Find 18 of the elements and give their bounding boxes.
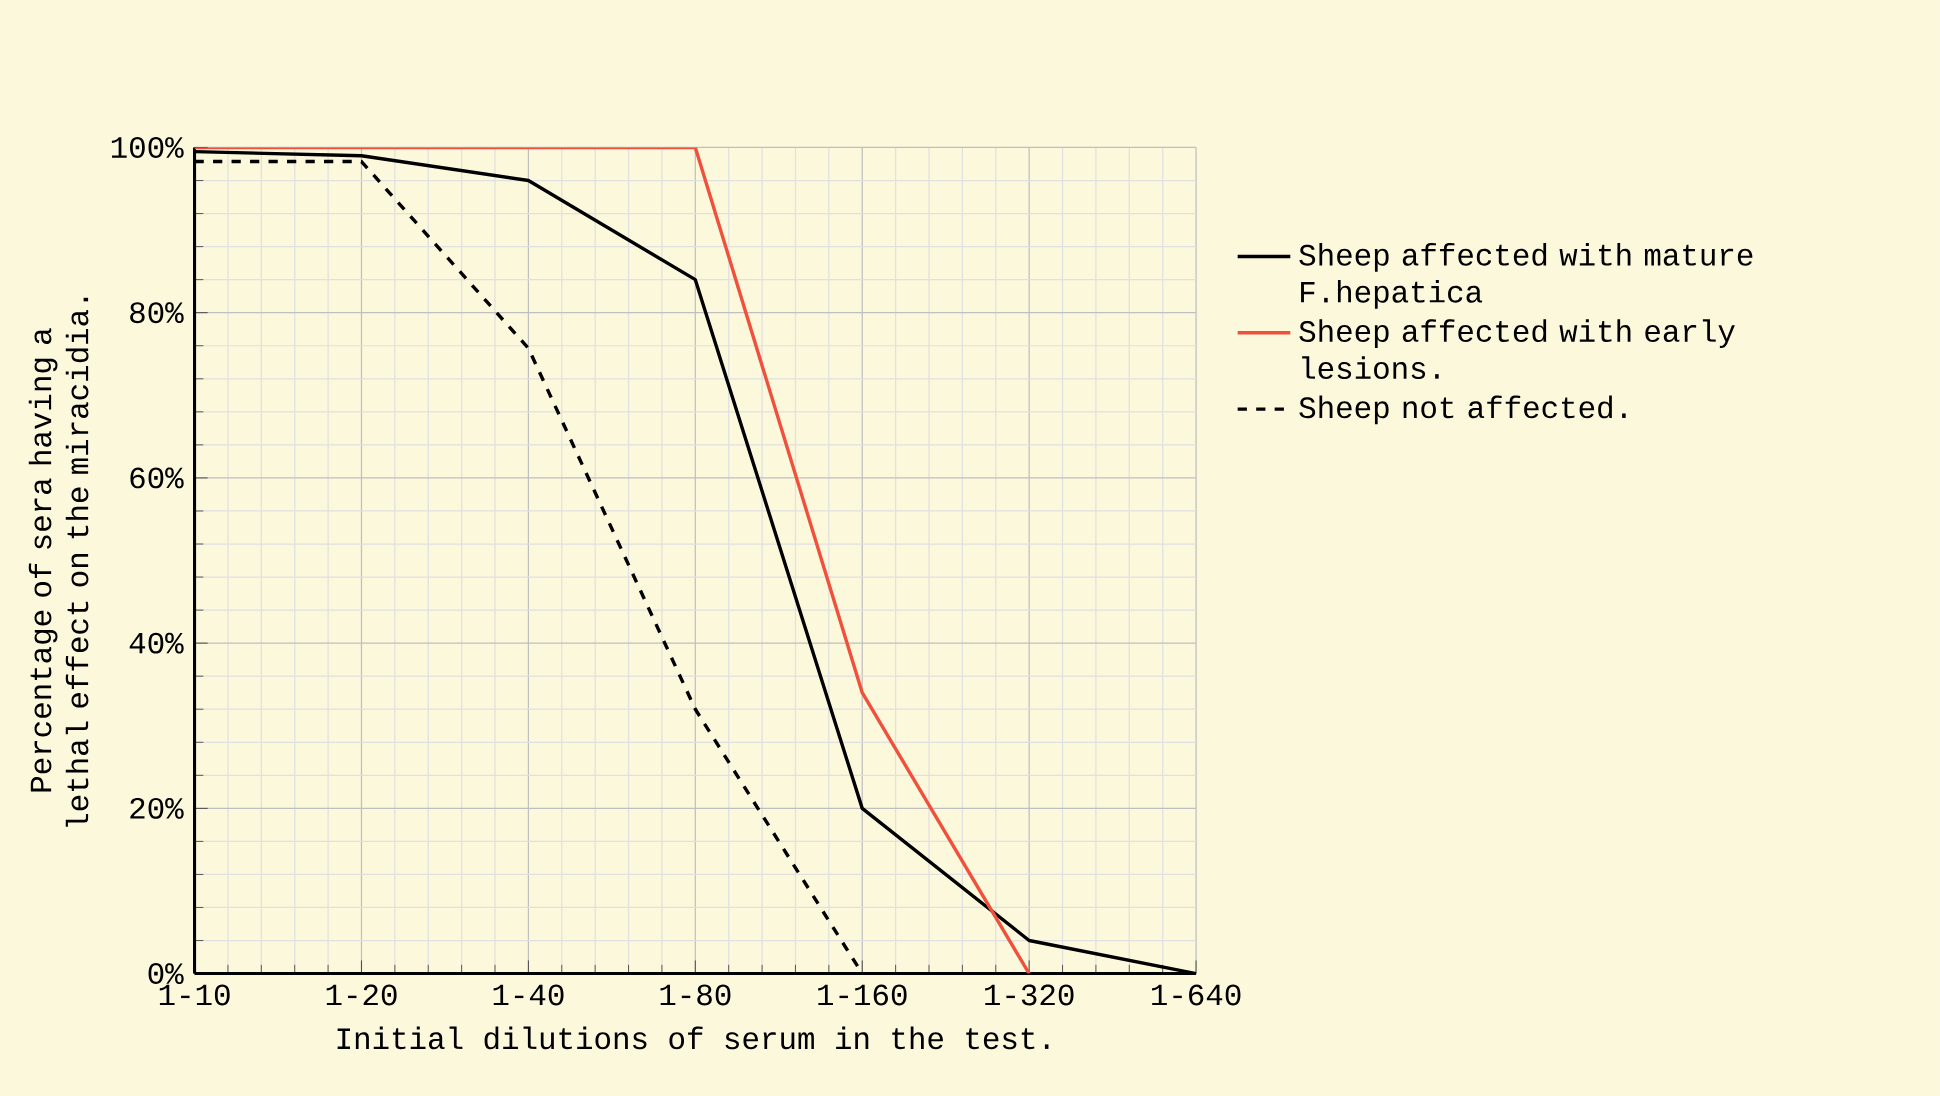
x-tick-label: 1-320 — [985, 984, 1074, 1006]
x-tick-label: 1-40 — [493, 984, 564, 1006]
legend-label: Sheep affected with mature F.hepatica — [1299, 242, 1753, 309]
x-tick-label: 1-80 — [660, 984, 731, 1006]
x-tick-label: 1-10 — [159, 984, 230, 1006]
y-tick-label: 40% — [129, 632, 184, 654]
x-tick-label: 1-20 — [326, 984, 397, 1006]
y-axis-title: Percentage of sera having a lethal effect on the miracidia. — [28, 297, 89, 827]
legend-label: Sheep not affected. — [1299, 395, 1626, 425]
y-tick-label: 100% — [111, 136, 184, 158]
x-tick-label: 1-640 — [1152, 984, 1241, 1006]
y-tick-label: 20% — [130, 797, 184, 819]
y-tick-label: 80% — [130, 302, 184, 323]
y-tick-label: 0% — [148, 962, 184, 984]
x-axis-title: Initial dilutions of serum in the test. — [337, 1026, 1049, 1050]
y-tick-label: 60% — [130, 467, 184, 489]
x-tick-label: 1-160 — [818, 984, 907, 1006]
legend-label: Sheep affected with early lesions. — [1299, 319, 1735, 379]
